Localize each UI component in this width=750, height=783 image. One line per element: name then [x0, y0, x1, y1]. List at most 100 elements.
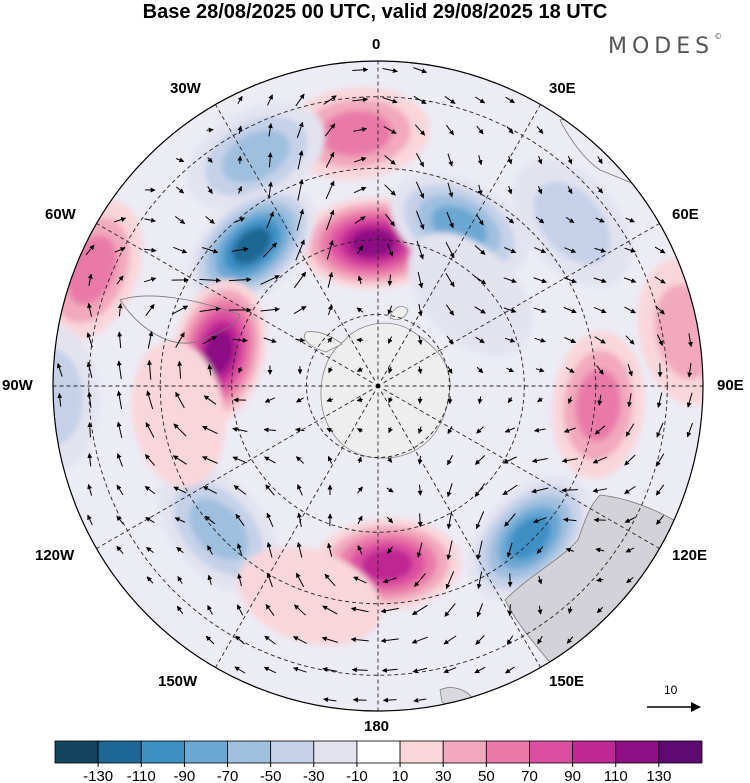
- colorbar-swatch: [485, 740, 530, 764]
- wind-arrow: [295, 427, 305, 433]
- wind-arrow: [445, 241, 455, 259]
- wind-arrow: [536, 126, 544, 134]
- wind-arrow: [327, 271, 334, 288]
- wind-arrow: [327, 455, 333, 464]
- wind-arrow: [357, 428, 363, 433]
- wind-arrow: [207, 364, 213, 376]
- wind-arrow: [446, 211, 454, 229]
- wind-arrow: [353, 127, 368, 132]
- wind-arrow: [627, 393, 633, 408]
- wind-arrow: [382, 97, 398, 104]
- wind-arrow: [173, 486, 187, 494]
- wind-arrow: [444, 96, 456, 104]
- wind-arrow: [260, 275, 280, 285]
- wind-arrow: [145, 516, 155, 524]
- wind-arrow: [412, 667, 428, 674]
- colorbar-swatch: [183, 740, 228, 764]
- wind-arrow: [596, 577, 604, 583]
- wind-arrow: [413, 95, 427, 105]
- wind-arrow: [116, 275, 124, 285]
- lon-label-30w: 30W: [170, 80, 201, 97]
- map-title: Base 28/08/2025 00 UTC, valid 29/08/2025…: [142, 1, 608, 23]
- wind-arrow: [174, 517, 186, 523]
- wind-arrow: [87, 514, 93, 526]
- colorbar-tick-label: -130: [83, 768, 113, 783]
- wind-arrow: [563, 307, 577, 314]
- wind-arrow: [146, 576, 154, 584]
- wind-arrow: [414, 573, 426, 587]
- wind-arrow: [624, 247, 636, 253]
- lon-label-90w: 90W: [2, 377, 33, 394]
- wind-arrow: [267, 152, 273, 168]
- wind-arrow: [350, 637, 369, 643]
- wind-arrow: [657, 334, 663, 346]
- wind-arrow: [328, 367, 333, 374]
- wind-arrow: [382, 68, 398, 74]
- wind-arrow: [387, 274, 393, 287]
- wind-arrow: [382, 697, 397, 703]
- colorbar-tick-label: -10: [346, 768, 368, 783]
- wind-arrow: [323, 697, 337, 703]
- wind-arrow: [656, 392, 663, 408]
- wind-arrow: [417, 366, 423, 375]
- polar-map: [52, 60, 704, 712]
- wind-arrow: [567, 155, 573, 165]
- wind-arrow: [536, 546, 544, 554]
- wind-arrow: [56, 362, 63, 377]
- wind-arrow: [476, 366, 484, 374]
- wind-arrow: [176, 546, 184, 554]
- wind-arrow: [564, 337, 577, 343]
- wind-arrow: [207, 186, 213, 194]
- wind-arrow: [535, 216, 545, 224]
- wind-arrow: [266, 542, 273, 558]
- wind-arrow: [199, 306, 221, 313]
- wind-arrow: [267, 94, 273, 106]
- lon-label-120w: 120W: [35, 547, 75, 564]
- wind-arrow: [414, 124, 426, 136]
- wind-arrow: [477, 155, 483, 166]
- wind-arrow: [656, 422, 664, 438]
- wind-arrow: [534, 247, 547, 253]
- wind-arrow: [293, 305, 307, 315]
- wind-arrow: [144, 485, 156, 495]
- wind-arrow: [267, 123, 273, 137]
- wind-arrow: [297, 484, 303, 496]
- wind-arrow: [143, 247, 157, 253]
- wind-arrow: [353, 576, 367, 584]
- wind-arrow: [503, 307, 517, 313]
- wind-arrow: [386, 516, 394, 524]
- wind-arrow: [357, 486, 363, 494]
- wind-arrow: [537, 185, 543, 195]
- wind-arrow: [177, 360, 183, 379]
- colorbar-tick-label: -50: [260, 768, 282, 783]
- wind-arrow: [116, 390, 123, 409]
- wind-arrow: [624, 517, 636, 523]
- wind-arrow: [87, 422, 93, 438]
- wind-arrow: [380, 638, 399, 644]
- wind-arrow: [624, 306, 636, 314]
- wind-arrow: [207, 574, 213, 585]
- wind-arrow: [202, 486, 217, 494]
- wind-arrow: [144, 217, 156, 223]
- wind-arrow: [502, 456, 517, 464]
- colorbar-tick-label: 110: [604, 768, 628, 783]
- wind-arrow: [381, 667, 398, 673]
- wind-arrow: [296, 397, 304, 403]
- wind-arrow: [296, 541, 303, 558]
- colorbar-tick-label: -70: [217, 768, 239, 783]
- wind-arrow: [352, 97, 369, 103]
- wind-arrow: [325, 180, 335, 200]
- colorbar-tick-label: 10: [392, 768, 409, 783]
- wind-arrow: [295, 456, 305, 464]
- wind-arrow: [446, 540, 453, 560]
- wind-arrow: [175, 186, 185, 194]
- wind-arrow: [205, 635, 215, 645]
- colorbar-swatch: [529, 740, 574, 764]
- wind-arrow: [266, 572, 273, 588]
- wind-arrow: [233, 485, 247, 495]
- anomaly-contour: [232, 227, 272, 265]
- wind-arrow: [260, 306, 280, 312]
- wind-arrow: [507, 185, 513, 195]
- wind-arrow: [564, 247, 577, 253]
- wind-arrow: [147, 359, 153, 380]
